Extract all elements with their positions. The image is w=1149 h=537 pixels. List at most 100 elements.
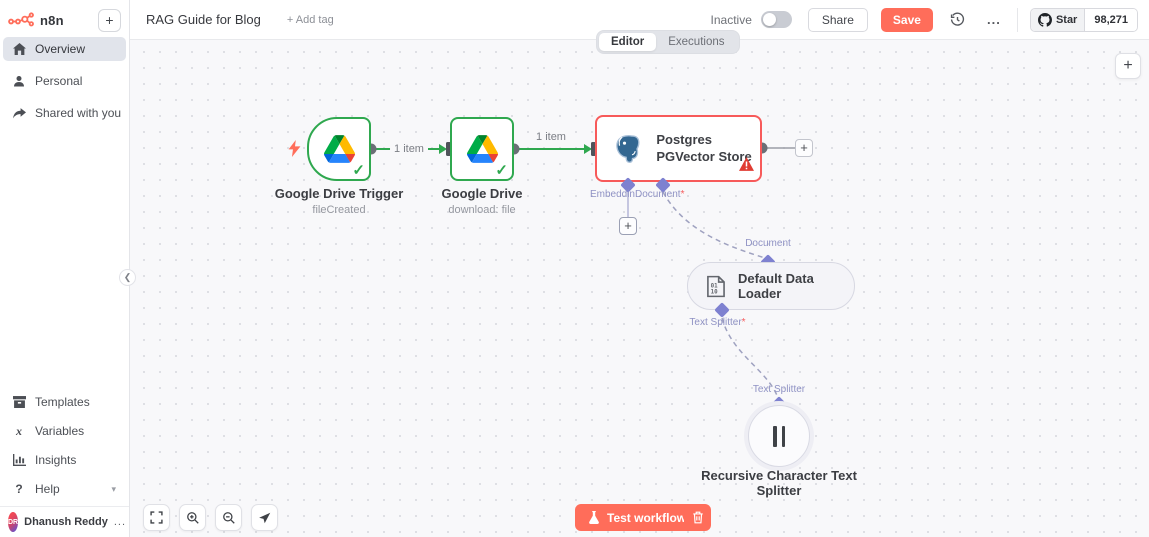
google-drive-icon [466, 135, 498, 163]
workflow-title[interactable]: RAG Guide for Blog [146, 12, 261, 27]
sidebar-item-label: Personal [35, 74, 83, 88]
toggle-knob [762, 13, 776, 26]
templates-icon [12, 396, 26, 408]
success-check-icon: ✓ [495, 162, 508, 179]
node-google-drive[interactable]: ✓ [450, 117, 514, 181]
editor-executions-tabs: Editor Executions [597, 31, 739, 53]
github-icon [1037, 12, 1052, 27]
binary-document-icon: 01 10 [707, 275, 725, 297]
add-embedding-node-button[interactable]: + [619, 217, 637, 235]
sidebar-item-label: Help [35, 482, 60, 496]
success-check-icon: ✓ [352, 162, 365, 179]
sidebar-item-insights[interactable]: Insights [3, 448, 126, 472]
variables-icon: x [16, 423, 22, 438]
node-title: Postgres PGVector Store [656, 132, 752, 164]
text-splitter-icon [773, 425, 777, 447]
sidebar-item-templates[interactable]: Templates [3, 390, 126, 414]
required-marker: * [680, 189, 685, 200]
zoom-out-button[interactable] [215, 504, 242, 531]
required-marker: * [741, 317, 746, 328]
google-drive-icon [323, 135, 355, 163]
tab-editor[interactable]: Editor [599, 33, 657, 51]
activation-status-label: Inactive [710, 12, 752, 27]
sidebar-item-label: Templates [35, 395, 90, 409]
sidebar-item-personal[interactable]: Personal [3, 69, 126, 93]
svg-text:10: 10 [711, 289, 719, 295]
node-label-recursive-character-text-splitter: Recursive Character Text Splitter [699, 468, 859, 498]
node-subtitle: fileCreated [312, 204, 366, 216]
node-title: Recursive Character Text Splitter [701, 468, 857, 498]
text-splitter-icon [781, 425, 785, 447]
history-icon [951, 12, 965, 26]
tidy-up-button[interactable] [251, 504, 278, 531]
test-workflow-label: Test workflow [607, 510, 687, 525]
user-name: Dhanush Reddy [24, 516, 108, 528]
edge-label-document: Document [745, 238, 791, 249]
logo-text: n8n [40, 12, 64, 28]
share-arrow-icon [12, 107, 26, 119]
port-label-document: Document* [635, 189, 685, 200]
node-title: Default Data Loader [737, 271, 814, 301]
flask-icon [589, 511, 599, 524]
new-workflow-button[interactable]: + [98, 8, 121, 32]
workflow-canvas[interactable]: 1 item 1 item ✓ Google Drive Trigger fil… [130, 40, 1149, 537]
github-star-count: 98,271 [1085, 8, 1137, 31]
node-subtitle: download: file [448, 204, 516, 216]
help-icon: ? [15, 482, 23, 496]
activation-toggle[interactable] [760, 11, 792, 28]
header: RAG Guide for Blog + Add tag Inactive Sh… [130, 0, 1149, 40]
warning-icon [739, 157, 754, 176]
user-row[interactable]: DR Dhanush Reddy ... [0, 506, 129, 537]
port-label-text-splitter: Text Splitter* [689, 317, 746, 328]
header-divider [1016, 7, 1018, 32]
share-button[interactable]: Share [807, 7, 868, 32]
zoom-in-button[interactable] [179, 504, 206, 531]
add-tag-button[interactable]: + Add tag [286, 13, 334, 26]
node-label-google-drive: Google Drive download: file [392, 186, 572, 216]
zoom-to-fit-icon [150, 511, 163, 524]
header-actions: Inactive Share Save ... Star 98,271 [710, 7, 1138, 32]
sidebar-collapse-button[interactable]: ❮ [119, 269, 136, 286]
github-star-button[interactable]: Star [1030, 8, 1086, 31]
delete-workflow-button[interactable] [684, 504, 711, 531]
edge-item-count: 1 item [532, 131, 570, 143]
chevron-down-icon: ▾ [111, 483, 116, 494]
node-title: Google Drive Trigger [274, 186, 404, 201]
github-star-label: Star [1055, 13, 1078, 26]
add-node-after-postgres-button[interactable]: + [795, 139, 813, 157]
more-options-button[interactable]: ... [983, 9, 1005, 31]
tab-executions[interactable]: Executions [668, 36, 725, 48]
node-google-drive-trigger[interactable]: ✓ [307, 117, 371, 181]
sidebar-item-variables[interactable]: x Variables [3, 419, 126, 443]
github-star-widget[interactable]: Star 98,271 [1029, 7, 1138, 32]
user-icon [12, 75, 26, 87]
zoom-to-fit-button[interactable] [143, 504, 170, 531]
node-postgres-pgvector-store[interactable]: Postgres PGVector Store [595, 115, 762, 182]
tidy-up-icon [258, 512, 270, 523]
user-menu-button[interactable]: ... [113, 516, 127, 528]
svg-text:01: 01 [711, 283, 719, 289]
sidebar-item-label: Shared with you [35, 106, 122, 120]
trigger-bolt-icon [288, 140, 301, 162]
sidebar-item-label: Variables [35, 424, 85, 438]
home-icon [12, 43, 26, 55]
sidebar: n8n + Overview Personal Shared with you [0, 0, 130, 537]
sidebar-item-label: Insights [35, 453, 77, 467]
sidebar-item-shared-with-you[interactable]: Shared with you [3, 101, 126, 125]
add-node-button[interactable]: + [1115, 53, 1141, 79]
node-default-data-loader[interactable]: 01 10 Default Data Loader [687, 262, 855, 310]
test-workflow-button[interactable]: Test workflow [575, 504, 700, 531]
trash-icon [692, 511, 703, 524]
sidebar-item-overview[interactable]: Overview [3, 37, 126, 61]
port-label-embedding: Embeddin [589, 189, 635, 200]
node-title: Google Drive [441, 186, 523, 201]
save-button[interactable]: Save [880, 7, 933, 32]
insights-chart-icon [12, 454, 26, 466]
canvas-controls [143, 504, 278, 531]
sidebar-item-help[interactable]: ? Help ▾ [3, 477, 126, 501]
node-recursive-character-text-splitter[interactable] [748, 405, 810, 467]
workflow-history-button[interactable] [947, 9, 969, 31]
logo-row: n8n + [0, 0, 129, 40]
avatar: DR [8, 512, 19, 532]
